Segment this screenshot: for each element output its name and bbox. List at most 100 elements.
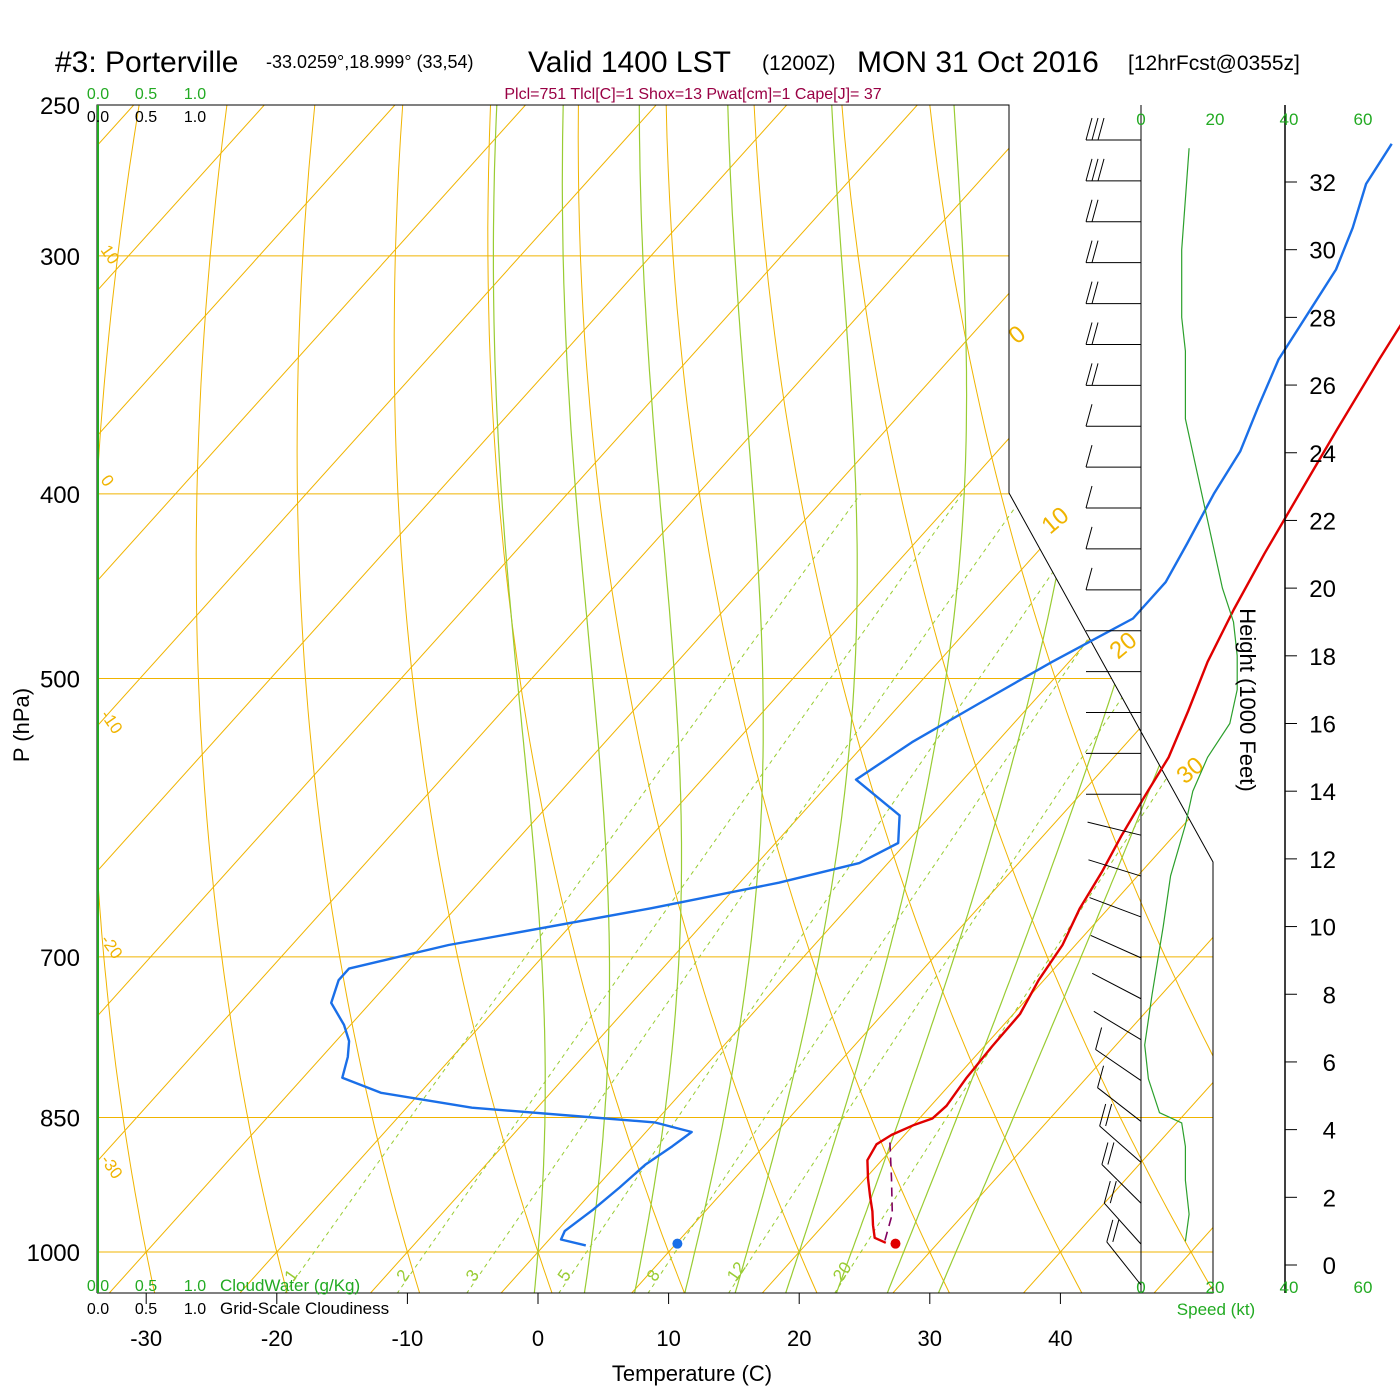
station-title: #3: Porterville: [55, 46, 238, 79]
height-tick-label: 10: [1309, 915, 1336, 942]
wind-barb-flag: [1085, 158, 1093, 182]
wind-barb-staff: [1090, 934, 1142, 959]
isotherm-label: 20: [1105, 627, 1143, 665]
speed-tick-label-top: 0: [1136, 110, 1145, 129]
dry-adiabat-label: -20: [97, 931, 127, 962]
x-tick-label: -20: [261, 1326, 293, 1351]
cloud-water-label-bottom: 1.0: [184, 1278, 206, 1295]
wind-barb-staff: [1095, 1049, 1142, 1081]
cloud-water-label-bottom: 0.5: [135, 1278, 157, 1295]
isotherm-line: [97, 105, 788, 1293]
isotherm-line: [97, 105, 526, 1293]
height-tick-label: 0: [1323, 1253, 1336, 1280]
height-axis-title: Height (1000 Feet): [1235, 608, 1260, 791]
wind-barb-staff: [1099, 1125, 1142, 1163]
x-tick-label: -30: [130, 1326, 162, 1351]
wind-barb-flag: [1091, 322, 1099, 345]
height-tick-label: 26: [1309, 373, 1336, 400]
wind-barb-flag: [1091, 117, 1099, 141]
dry-adiabat-label: -30: [97, 1151, 127, 1182]
wind-barb-flag: [1085, 485, 1093, 509]
cloud-water-title: CloudWater (g/Kg): [220, 1276, 360, 1295]
height-tick-label: 22: [1309, 508, 1336, 535]
valid-time: Valid 1400 LST: [528, 46, 731, 79]
mixing-ratio-label: 2: [393, 1266, 414, 1285]
height-tick-label: 18: [1309, 644, 1336, 671]
speed-tick-label-top: 40: [1280, 110, 1299, 129]
pressure-tick-label: 1000: [27, 1240, 80, 1267]
pressure-tick-label: 400: [40, 482, 80, 509]
isotherm-label: 30: [1172, 752, 1210, 790]
x-axis-title: Temperature (C): [612, 1361, 772, 1386]
x-tick-label: 30: [918, 1326, 942, 1351]
wind-barb-flag: [1085, 445, 1093, 468]
x-tick-label: -10: [392, 1326, 424, 1351]
dry-adiabat: [1281, 105, 1400, 1300]
wind-barb-staff: [1097, 1087, 1142, 1122]
isotherm-line: [97, 105, 657, 1293]
pressure-tick-label: 250: [40, 93, 80, 120]
cloud-water-label-bottom: 0.0: [87, 1278, 109, 1295]
wind-barb-flag: [1085, 363, 1093, 386]
wind-barb-flag: [1085, 404, 1093, 427]
dewpoint-profile: [330, 143, 1393, 1247]
wind-speed-curve: [1144, 148, 1238, 1242]
wind-barb-flag: [1091, 240, 1099, 263]
pressure-tick-label: 500: [40, 667, 80, 694]
profiles: [330, 143, 1400, 1249]
mixing-ratio-line: [461, 493, 1026, 1293]
x-tick-label: 10: [656, 1326, 680, 1351]
forecast-date: MON 31 Oct 2016: [857, 46, 1099, 79]
speed-tick-label-top: 60: [1354, 110, 1373, 129]
thermo-background: [97, 105, 1400, 1300]
speed-axis-title: Speed (kt): [1177, 1300, 1255, 1319]
moist-adiabat: [782, 105, 968, 1293]
mixing-ratio-label: 12: [723, 1258, 749, 1284]
isotherm-line: [886, 105, 1213, 1293]
wind-barb-flag: [1097, 1065, 1105, 1088]
station-coords: -33.0259°,18.999° (33,54): [266, 52, 474, 72]
parcel-path: [883, 1142, 894, 1242]
wind-barb-flag: [1103, 1181, 1111, 1204]
mixing-ratio-label: 20: [829, 1258, 855, 1284]
wind-barb-flag: [1109, 1181, 1117, 1204]
cloud-scale-top: 0.0 0.5 1.0 0.0 0.5 1.0: [87, 86, 206, 126]
isotherm-line: [755, 105, 1213, 1293]
wind-barb-flag: [1085, 567, 1093, 590]
wind-barb-flag: [1099, 1103, 1107, 1127]
isotherm-line: [494, 105, 1213, 1293]
wind-barb-staff: [1089, 897, 1142, 918]
moist-adiabat: [492, 105, 546, 1293]
isotherm-label: 10: [1037, 502, 1075, 540]
dry-adiabat: [1192, 105, 1213, 1293]
cloudiness-label-bottom: 1.0: [184, 1301, 206, 1318]
y-axis-title: P (hPa): [9, 688, 34, 762]
dry-adiabat: [577, 105, 821, 1293]
speed-tick-label-bottom: 0: [1136, 1278, 1145, 1297]
utc-time: (1200Z): [762, 52, 836, 75]
wind-barb-flag: [1085, 117, 1093, 141]
isotherm-line: [97, 105, 1049, 1293]
wind-barb-flag: [1085, 526, 1093, 550]
cloudiness-title: Grid-Scale Cloudiness: [220, 1299, 389, 1318]
height-tick-label: 6: [1323, 1050, 1336, 1077]
dry-adiabat-label: -10: [97, 706, 127, 737]
wind-barb-flag: [1106, 1219, 1114, 1243]
cloud-water-label-top: 1.0: [184, 86, 206, 103]
wind-barb-staff: [1093, 1010, 1142, 1041]
wind-barb-flag: [1091, 363, 1099, 386]
dry-adiabat: [195, 105, 290, 1293]
wind-barb-flag: [1112, 1219, 1120, 1243]
wind-barb-flag: [1091, 281, 1099, 304]
wind-barb-flag: [1091, 199, 1099, 222]
pressure-tick-label: 700: [40, 945, 80, 972]
temperature-profile: [866, 323, 1400, 1244]
wind-barb-flag: [1095, 1027, 1103, 1050]
dry-adiabat: [97, 105, 157, 1293]
dry-adiabat: [753, 105, 1087, 1293]
mixing-ratio-line: [642, 493, 1188, 1293]
dry-adiabat: [393, 105, 556, 1293]
wind-barb-flag: [1085, 240, 1093, 263]
x-tick-label: 0: [532, 1326, 544, 1351]
